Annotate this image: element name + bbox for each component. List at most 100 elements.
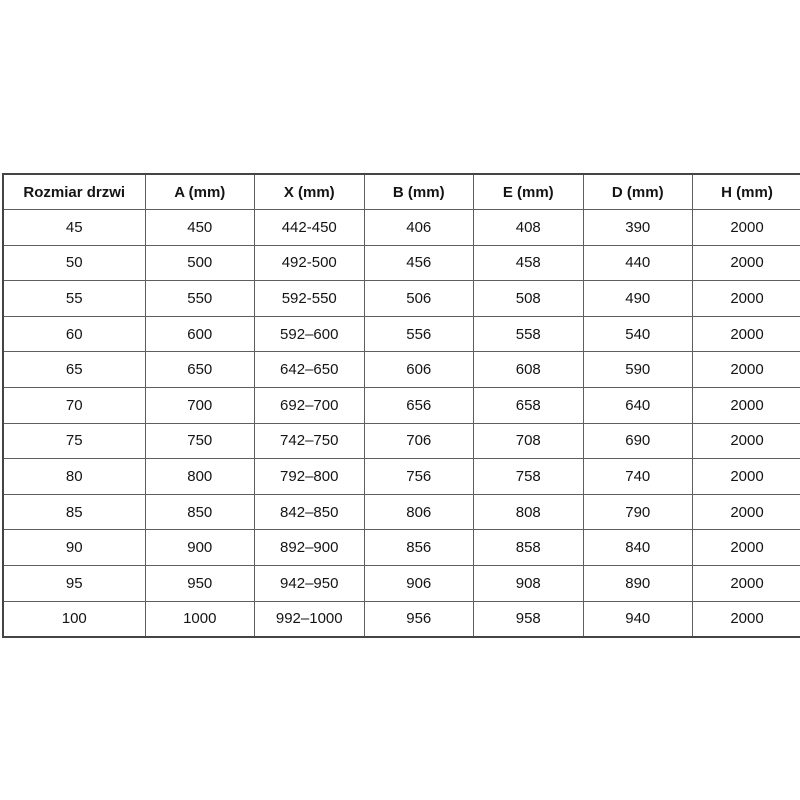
table-cell: 2000	[692, 600, 800, 638]
door-dimensions-table: Rozmiar drzwi A (mm) X (mm) B (mm) E (mm…	[2, 173, 800, 639]
table-cell: 656	[363, 386, 474, 424]
table-cell: 600	[144, 315, 255, 353]
table-cell: 458	[473, 244, 584, 282]
table-cell: 1000	[144, 600, 255, 638]
table-cell: 440	[582, 244, 693, 282]
table-cell: 606	[363, 351, 474, 388]
table-cell: 792–800	[254, 458, 365, 495]
table-row: 55 550 592-550 506 508 490 2000	[2, 280, 800, 317]
table-cell: 85	[2, 493, 146, 531]
table-cell: 556	[363, 315, 474, 353]
table-cell: 700	[144, 386, 255, 424]
table-cell: 942–950	[254, 564, 365, 602]
table-cell: 840	[582, 529, 693, 566]
table-cell: 406	[363, 209, 474, 246]
table-cell: 65	[2, 351, 146, 388]
table-cell: 742–750	[254, 422, 365, 460]
table-cell: 908	[473, 564, 584, 602]
table-cell: 500	[144, 244, 255, 282]
table-cell: 892–900	[254, 529, 365, 566]
table-cell: 758	[473, 458, 584, 495]
table-cell: 992–1000	[254, 600, 365, 638]
table-cell: 750	[144, 422, 255, 460]
table-row: 80 800 792–800 756 758 740 2000	[2, 458, 800, 495]
header-cell-rozmiar: Rozmiar drzwi	[2, 173, 146, 210]
table-cell: 2000	[692, 209, 800, 246]
table-cell: 450	[144, 209, 255, 246]
table-cell: 2000	[692, 564, 800, 602]
table-cell: 850	[144, 493, 255, 531]
table-cell: 95	[2, 564, 146, 602]
table-cell: 75	[2, 422, 146, 460]
header-row: Rozmiar drzwi A (mm) X (mm) B (mm) E (mm…	[2, 173, 800, 210]
table-row: 50 500 492-500 456 458 440 2000	[2, 244, 800, 282]
table-cell: 756	[363, 458, 474, 495]
table-cell: 90	[2, 529, 146, 566]
header-cell-b: B (mm)	[363, 173, 474, 210]
table-cell: 550	[144, 280, 255, 317]
table-row: 90 900 892–900 856 858 840 2000	[2, 529, 800, 566]
table-cell: 100	[2, 600, 146, 638]
table-cell: 692–700	[254, 386, 365, 424]
table-cell: 950	[144, 564, 255, 602]
header-cell-x: X (mm)	[254, 173, 365, 210]
table-row: 85 850 842–850 806 808 790 2000	[2, 493, 800, 531]
table-cell: 490	[582, 280, 693, 317]
header-cell-e: E (mm)	[473, 173, 584, 210]
table-cell: 900	[144, 529, 255, 566]
table-cell: 906	[363, 564, 474, 602]
table-cell: 808	[473, 493, 584, 531]
table-cell: 858	[473, 529, 584, 566]
table-cell: 2000	[692, 422, 800, 460]
header-cell-a: A (mm)	[144, 173, 255, 210]
table-cell: 50	[2, 244, 146, 282]
table-cell: 706	[363, 422, 474, 460]
table-cell: 2000	[692, 529, 800, 566]
table-cell: 70	[2, 386, 146, 424]
table-row: 60 600 592–600 556 558 540 2000	[2, 315, 800, 353]
table-cell: 842–850	[254, 493, 365, 531]
table-row: 45 450 442-450 406 408 390 2000	[2, 209, 800, 246]
table-cell: 2000	[692, 493, 800, 531]
table-cell: 442-450	[254, 209, 365, 246]
table-cell: 690	[582, 422, 693, 460]
header-cell-h: H (mm)	[692, 173, 800, 210]
table-cell: 592-550	[254, 280, 365, 317]
table-cell: 2000	[692, 244, 800, 282]
table-cell: 408	[473, 209, 584, 246]
table-cell: 658	[473, 386, 584, 424]
table-cell: 55	[2, 280, 146, 317]
table-cell: 590	[582, 351, 693, 388]
table-cell: 2000	[692, 315, 800, 353]
table-cell: 740	[582, 458, 693, 495]
table-row: 100 1000 992–1000 956 958 940 2000	[2, 600, 800, 638]
table-cell: 800	[144, 458, 255, 495]
table-cell: 640	[582, 386, 693, 424]
table-cell: 2000	[692, 458, 800, 495]
table-cell: 956	[363, 600, 474, 638]
table-cell: 80	[2, 458, 146, 495]
table-cell: 2000	[692, 280, 800, 317]
table-cell: 60	[2, 315, 146, 353]
table-cell: 608	[473, 351, 584, 388]
table-cell: 492-500	[254, 244, 365, 282]
table-cell: 2000	[692, 351, 800, 388]
table-row: 65 650 642–650 606 608 590 2000	[2, 351, 800, 388]
table-cell: 642–650	[254, 351, 365, 388]
table-row: 75 750 742–750 706 708 690 2000	[2, 422, 800, 460]
table-cell: 856	[363, 529, 474, 566]
table-cell: 592–600	[254, 315, 365, 353]
table-cell: 508	[473, 280, 584, 317]
table-cell: 506	[363, 280, 474, 317]
table-cell: 958	[473, 600, 584, 638]
table-cell: 940	[582, 600, 693, 638]
table-row: 95 950 942–950 906 908 890 2000	[2, 564, 800, 602]
table-cell: 650	[144, 351, 255, 388]
table-cell: 540	[582, 315, 693, 353]
table-cell: 390	[582, 209, 693, 246]
table-cell: 456	[363, 244, 474, 282]
table-row: 70 700 692–700 656 658 640 2000	[2, 386, 800, 424]
table-cell: 558	[473, 315, 584, 353]
table-cell: 708	[473, 422, 584, 460]
table-cell: 45	[2, 209, 146, 246]
